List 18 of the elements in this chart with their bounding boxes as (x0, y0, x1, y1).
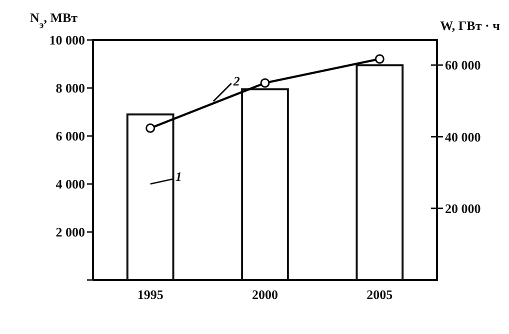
legend-label: 1 (175, 168, 182, 184)
y-tick-label: 6 000 (56, 128, 85, 144)
y-axis-title: N$_{э}$, МВт (30, 10, 78, 30)
y-tick-label: 8 000 (56, 80, 85, 96)
y-tick-label: 10 000 (49, 32, 85, 48)
x-tick-label: 1995 (137, 287, 164, 302)
point (374, 54, 384, 64)
point (260, 78, 270, 88)
y-tick-label: 2 000 (56, 224, 85, 240)
y-tick-label: 4 000 (56, 176, 85, 192)
y2-tick-label: 60 000 (445, 58, 481, 73)
x-tick-label: 2000 (252, 287, 278, 302)
y2-tick-label: 20 000 (445, 200, 481, 216)
y2-tick-label: 40 000 (445, 129, 481, 144)
series-label: 2 (232, 73, 240, 88)
point (146, 123, 156, 133)
x-tick-label: 2005 (366, 287, 394, 302)
y2-axis-title: W, ГВт · ч (440, 18, 500, 33)
